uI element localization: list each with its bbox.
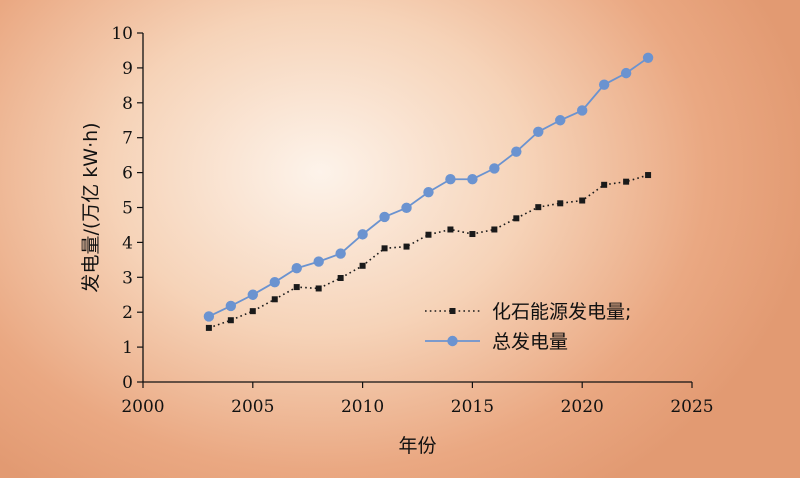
x-tick-label: 2015	[451, 397, 494, 417]
y-tick-label: 0	[122, 373, 133, 393]
series-fossil-point	[579, 197, 586, 204]
series-fossil-point	[557, 200, 564, 207]
series-total-point	[445, 174, 456, 185]
y-tick-label: 7	[122, 129, 133, 149]
x-tick-label: 2000	[121, 397, 164, 417]
legend: 化石能源发电量; 总发电量	[425, 301, 631, 353]
x-tick-label: 2020	[561, 397, 604, 417]
series-total-point	[247, 289, 258, 300]
series-fossil-point	[227, 317, 234, 324]
x-tick-label: 2005	[231, 397, 274, 417]
series-fossil-point	[315, 285, 322, 292]
series-fossil-point	[469, 231, 476, 238]
series-fossil-point	[271, 296, 278, 303]
series-fossil-point	[447, 226, 454, 233]
series-total-point	[467, 174, 478, 185]
y-tick-label: 3	[122, 268, 133, 288]
x-tick-label: 2025	[670, 397, 713, 417]
series-total-point	[401, 202, 412, 214]
y-tick-label: 6	[122, 164, 133, 184]
legend-total-label: 总发电量	[492, 331, 568, 353]
series-total-point	[379, 211, 390, 223]
series-total-point	[203, 311, 215, 322]
series-fossil-point	[623, 178, 630, 185]
series-fossil-point	[293, 284, 300, 291]
legend-fossil-label: 化石能源发电量;	[492, 301, 631, 323]
series-total-point	[533, 126, 544, 137]
series-total-point	[555, 115, 566, 126]
series-total-point	[511, 146, 522, 157]
series-fossil	[205, 172, 652, 331]
y-tick-label: 4	[122, 233, 133, 253]
series-fossil-point	[535, 204, 542, 211]
series-total-point	[620, 67, 632, 79]
y-tick-label: 9	[122, 59, 133, 79]
series-total	[203, 52, 654, 322]
legend-item-total: 总发电量	[425, 331, 568, 353]
series-fossil-point	[381, 245, 388, 252]
x-axis-ticks: 2000 2005 2010 2015 2020 2025	[121, 382, 714, 417]
series-fossil-point	[205, 324, 212, 331]
y-axis-title: 发电量/(万亿 kW·h)	[80, 122, 102, 292]
series-layer	[203, 52, 654, 331]
series-total-point	[577, 105, 588, 116]
series-total-point	[357, 229, 368, 240]
series-fossil-point	[403, 243, 410, 250]
series-total-point	[291, 263, 302, 274]
series-fossil-point	[491, 226, 498, 233]
series-total-point	[423, 186, 434, 198]
legend-total-marker	[447, 335, 458, 347]
series-total-point	[269, 276, 280, 288]
y-tick-label: 2	[122, 303, 133, 323]
series-total-point	[225, 300, 237, 312]
axes: 2000 2005 2010 2015 2020 2025 0 1 2 3 4 5 6 7 8 9 10	[111, 24, 713, 417]
series-fossil-point	[513, 215, 520, 222]
series-total-point	[313, 256, 324, 267]
y-tick-label: 10	[111, 24, 133, 44]
legend-fossil-marker	[449, 308, 456, 314]
series-total-point	[642, 52, 654, 63]
series-fossil-point	[601, 181, 608, 188]
y-tick-label: 8	[122, 94, 133, 114]
series-fossil-point	[425, 231, 432, 238]
series-total-point	[335, 248, 346, 259]
y-axis-ticks: 0 1 2 3 4 5 6 7 8 9 10	[111, 24, 143, 393]
legend-item-fossil: 化石能源发电量;	[425, 301, 631, 323]
series-fossil-point	[337, 274, 344, 281]
series-total-point	[598, 79, 610, 90]
series-total-point	[489, 163, 500, 174]
series-fossil-point	[645, 172, 652, 179]
x-axis-title: 年份	[398, 435, 436, 457]
x-tick-label: 2010	[341, 397, 384, 417]
series-fossil-point	[249, 308, 256, 315]
series-fossil-point	[359, 262, 366, 269]
y-tick-label: 5	[122, 199, 133, 219]
y-tick-label: 1	[122, 338, 133, 358]
